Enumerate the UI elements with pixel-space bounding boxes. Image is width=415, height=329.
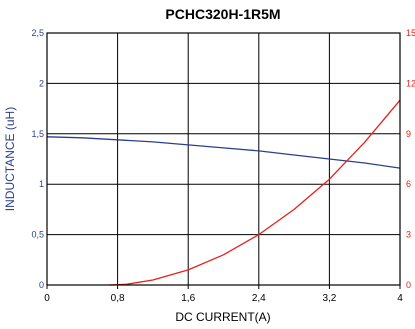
- y-left-tick-label: 1: [39, 179, 44, 189]
- x-axis-label: DC CURRENT(A): [175, 310, 270, 324]
- y-axis-label: INDUCTANCE (uH): [3, 107, 17, 211]
- x-tick-label: 0: [44, 293, 50, 304]
- x-tick-label: 1,6: [181, 293, 195, 304]
- y-left-tick-label: 0: [39, 280, 44, 290]
- y-left-tick-label: 0,5: [31, 230, 44, 240]
- series-layer: [46, 99, 401, 286]
- plot-frame: [46, 32, 401, 286]
- series-line-right: [108, 99, 401, 286]
- x-tick-label: 4: [397, 293, 403, 304]
- series-line-left: [46, 136, 401, 169]
- y-right-tick-label: 12: [406, 78, 415, 88]
- y-right-tick-label: 0: [406, 280, 411, 290]
- y-right-tick-label: 3: [406, 230, 411, 240]
- y-left-tick-label: 2: [39, 78, 44, 88]
- x-tick-label: 0,8: [111, 293, 125, 304]
- y-left-tick-label: 2,5: [31, 28, 44, 38]
- y-right-tick-label: 6: [406, 179, 411, 189]
- y-right-tick-label: 9: [406, 129, 411, 139]
- grid-layer: [47, 33, 400, 285]
- chart-title: PCHC320H-1R5M: [165, 6, 280, 22]
- y-left-tick-label: 1,5: [31, 129, 44, 139]
- y-right-tick-label: 15: [406, 28, 415, 38]
- x-tick-label: 3,2: [322, 293, 336, 304]
- x-tick-label: 2,4: [252, 293, 266, 304]
